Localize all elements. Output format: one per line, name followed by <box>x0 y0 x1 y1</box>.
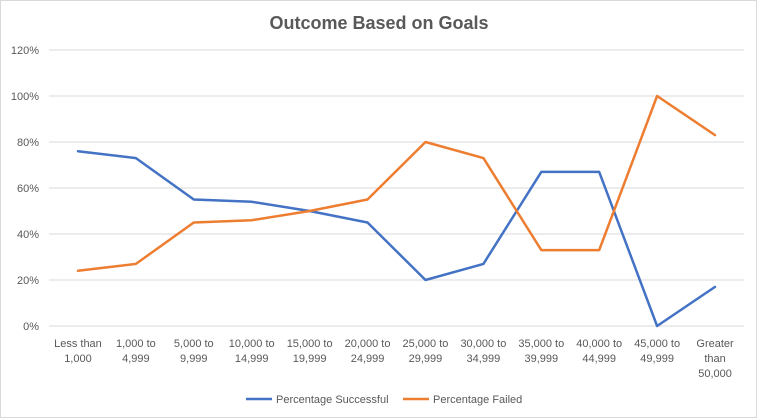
x-tick-label: 45,000 to 49,999 <box>634 338 680 365</box>
y-tick-label: 20% <box>17 275 39 287</box>
y-tick-label: 120% <box>11 45 39 57</box>
y-tick-label: 80% <box>17 137 39 149</box>
y-tick-label: 60% <box>17 183 39 195</box>
x-tick-label: 15,000 to 19,999 <box>287 338 333 365</box>
legend-label: Percentage Successful <box>276 394 389 406</box>
x-tick-label: Less than 1,000 <box>54 338 102 365</box>
y-axis-ticks: 0% 20% 40% 60% 80% 100% 120% <box>11 45 39 333</box>
x-tick-label: 1,000 to 4,999 <box>116 338 156 365</box>
x-tick-label: 25,000 to 29,999 <box>403 338 449 365</box>
series-line-successful <box>76 149 717 328</box>
legend: Percentage Successful Percentage Failed <box>246 394 522 406</box>
x-tick-label: Greater than 50,000 <box>696 338 734 380</box>
x-tick-label: 5,000 to 9,999 <box>174 338 214 365</box>
y-tick-label: 40% <box>17 229 39 241</box>
series-line-failed <box>76 94 717 273</box>
x-tick-label: 20,000 to 24,999 <box>345 338 391 365</box>
chart-title: Outcome Based on Goals <box>269 13 488 33</box>
y-tick-label: 100% <box>11 91 39 103</box>
gridlines <box>49 49 744 327</box>
series-lines <box>76 94 717 328</box>
legend-label: Percentage Failed <box>433 394 522 406</box>
x-tick-label: 35,000 to 39,999 <box>518 338 564 365</box>
x-axis-ticks: Less than 1,000 1,000 to 4,999 5,000 to 9,999… <box>54 338 734 380</box>
y-tick-label: 0% <box>23 321 39 333</box>
x-tick-label: 10,000 to 14,999 <box>229 338 275 365</box>
x-tick-label: 40,000 to 44,999 <box>576 338 622 365</box>
x-tick-label: 30,000 to 34,999 <box>460 338 506 365</box>
